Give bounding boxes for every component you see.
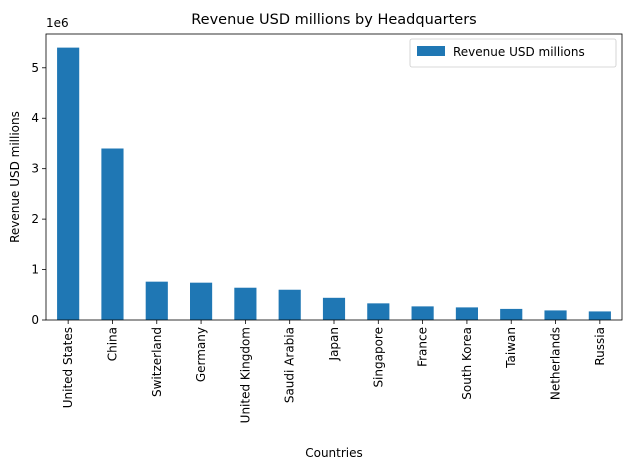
bar-japan bbox=[322, 297, 346, 320]
x-tick-label: United States bbox=[61, 327, 75, 408]
bar-russia bbox=[588, 311, 611, 320]
x-tick-label: Taiwan bbox=[504, 327, 518, 369]
y-tick-label: 5 bbox=[31, 61, 39, 75]
y-tick-label: 3 bbox=[31, 162, 39, 176]
y-tick-label: 4 bbox=[31, 111, 39, 125]
x-tick-label: Singapore bbox=[371, 327, 385, 388]
x-tick-label: Germany bbox=[194, 327, 208, 382]
x-tick-label: South Korea bbox=[460, 327, 474, 400]
bar-united-states bbox=[57, 47, 80, 320]
bar-south-korea bbox=[455, 307, 478, 320]
bar-saudi-arabia bbox=[278, 289, 301, 320]
x-tick-label: Switzerland bbox=[150, 327, 164, 397]
bar-france bbox=[411, 306, 434, 320]
x-tick-label: United Kingdom bbox=[238, 327, 252, 423]
bar-united-kingdom bbox=[234, 287, 257, 320]
bar-netherlands bbox=[544, 310, 567, 320]
x-axis-label: Countries bbox=[305, 446, 363, 460]
legend: Revenue USD millions bbox=[409, 38, 617, 68]
chart-title: Revenue USD millions by Headquarters bbox=[191, 12, 476, 28]
bar-singapore bbox=[367, 303, 390, 320]
y-tick-label: 0 bbox=[31, 313, 39, 327]
legend-swatch bbox=[417, 46, 445, 56]
y-axis-offset-text: 1e6 bbox=[46, 16, 69, 30]
y-tick-label: 2 bbox=[31, 212, 39, 226]
y-axis-label: Revenue USD millions bbox=[8, 111, 22, 243]
x-tick-label: China bbox=[105, 327, 119, 361]
y-axis-ticks: 0 1 2 3 4 5 bbox=[31, 61, 46, 327]
x-tick-label: Russia bbox=[593, 327, 607, 366]
bars-group bbox=[57, 47, 611, 320]
x-axis-ticks: United States China Switzerland Germany Unit… bbox=[61, 320, 607, 423]
x-tick-label: Netherlands bbox=[549, 327, 563, 400]
plot-frame bbox=[45, 33, 623, 321]
x-tick-label: Japan bbox=[327, 327, 341, 361]
bar-china bbox=[101, 148, 124, 320]
legend-entry: Revenue USD millions bbox=[453, 45, 585, 59]
y-tick-label: 1 bbox=[31, 263, 39, 277]
bar-taiwan bbox=[500, 308, 523, 320]
x-tick-label: Saudi Arabia bbox=[283, 327, 297, 403]
x-tick-label: France bbox=[416, 327, 430, 367]
legend-box bbox=[409, 38, 617, 68]
bar-germany bbox=[190, 282, 213, 320]
bar-switzerland bbox=[145, 281, 168, 320]
